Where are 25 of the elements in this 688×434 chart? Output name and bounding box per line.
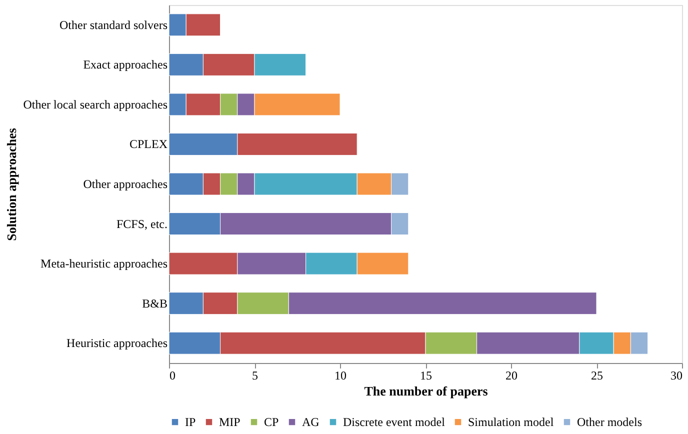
legend-label: Simulation model [468,415,554,430]
y-tick-label: Other local search approaches [23,97,168,112]
x-tick-label: 30 [670,368,682,382]
y-tick-label: Heuristic approaches [66,336,168,350]
legend-label: CP [264,415,280,430]
y-axis-title: Solution approaches [4,128,20,241]
legend-label: IP [185,415,196,430]
x-tick-label: 0 [170,368,176,382]
y-tick-label: B&B [142,296,168,310]
legend-label: Other models [577,415,642,430]
y-tick-label: FCFS, etc. [116,216,168,231]
y-tick-label: CPLEX [129,137,168,152]
x-axis-title: The number of papers [364,384,488,398]
x-tick-label: 20 [506,368,518,382]
legend-label: MIP [219,415,241,430]
y-tick-label: Meta-heuristic approaches [40,256,168,271]
x-tick-label: 10 [334,368,346,382]
legend-label: Discrete event model [343,415,446,430]
legend-label: AG [302,415,320,430]
x-tick-label: 15 [420,368,432,382]
x-tick-label: 5 [252,368,258,382]
y-tick-label: Other standard solvers [60,18,168,32]
x-tick-label: 25 [591,368,603,382]
y-tick-label: Exact approaches [83,58,168,72]
y-tick-label: Other approaches [83,177,168,191]
